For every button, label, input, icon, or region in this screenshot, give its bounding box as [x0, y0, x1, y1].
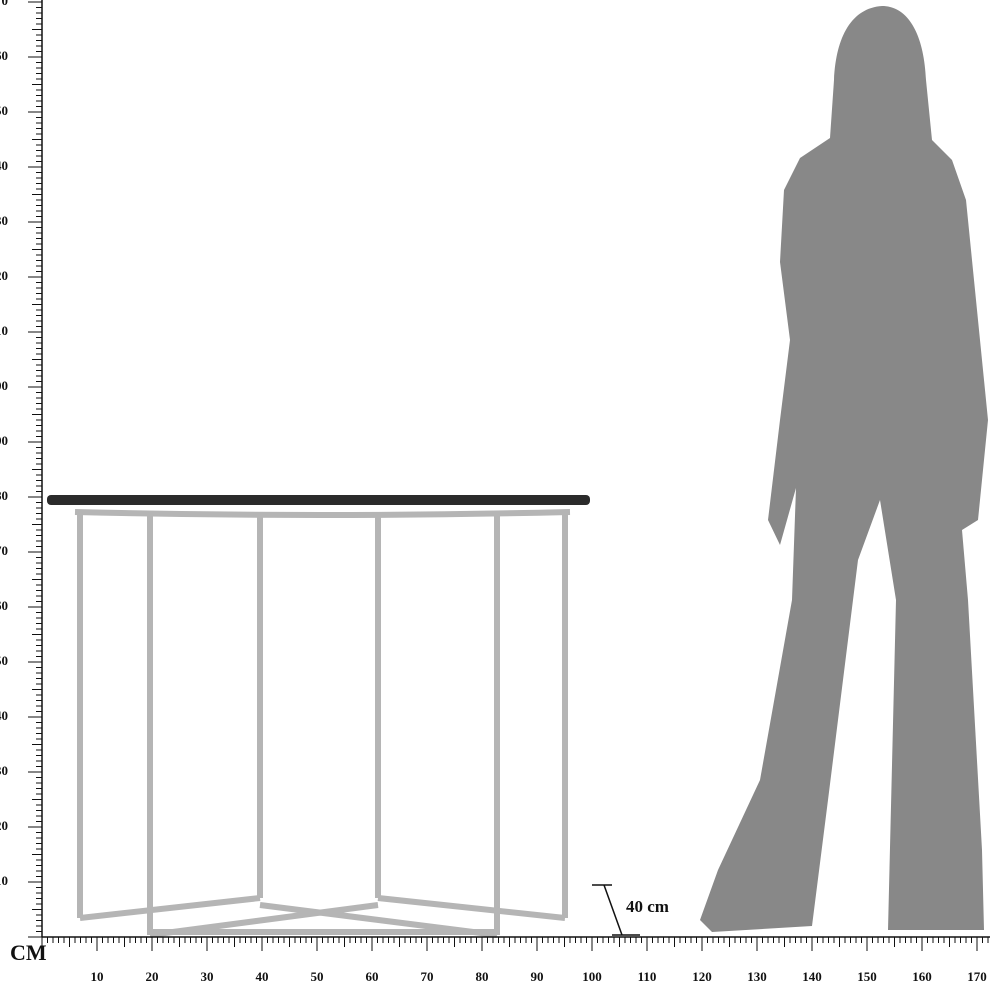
- x-ruler-label: 130: [747, 969, 767, 984]
- y-ruler-label: 80: [0, 488, 8, 503]
- x-ruler-label: 100: [582, 969, 602, 984]
- annotation: 40 cm: [626, 897, 669, 916]
- x-ruler-label: 150: [857, 969, 877, 984]
- y-ruler-label: 110: [0, 323, 8, 338]
- y-ruler-label: 170: [0, 0, 8, 8]
- x-ruler-label: 90: [531, 969, 544, 984]
- x-ruler-label: 20: [146, 969, 159, 984]
- x-ruler-label: 70: [421, 969, 434, 984]
- table-top: [47, 495, 590, 505]
- y-ruler-label: 70: [0, 543, 8, 558]
- x-ruler-label: 120: [692, 969, 712, 984]
- x-ruler-label: 50: [311, 969, 324, 984]
- x-ruler-label: 110: [638, 969, 657, 984]
- y-ruler-label: 30: [0, 763, 8, 778]
- y-ruler-label: 50: [0, 653, 8, 668]
- x-ruler-label: 170: [967, 969, 987, 984]
- y-ruler-label: 90: [0, 433, 8, 448]
- human-silhouette: [700, 6, 988, 932]
- x-ruler-label: 10: [91, 969, 104, 984]
- y-ruler-label: 40: [0, 708, 8, 723]
- y-ruler-label: 10: [0, 873, 8, 888]
- y-ruler-label: 120: [0, 268, 8, 283]
- y-ruler-label: 60: [0, 598, 8, 613]
- x-ruler-label: 60: [366, 969, 379, 984]
- y-ruler-label: 100: [0, 378, 8, 393]
- height-marker: [592, 884, 640, 936]
- y-ruler-label: 150: [0, 103, 8, 118]
- x-ruler-label: 30: [201, 969, 214, 984]
- table: [74, 509, 571, 938]
- unit-label: CM: [10, 940, 47, 965]
- x-ruler-label: 80: [476, 969, 489, 984]
- y-ruler-label: 130: [0, 213, 8, 228]
- x-ruler-label: 40: [256, 969, 269, 984]
- x-ruler-label: 160: [912, 969, 932, 984]
- y-ruler-label: 160: [0, 48, 8, 63]
- y-ruler-label: 20: [0, 818, 8, 833]
- x-ruler-label: 140: [802, 969, 822, 984]
- y-ruler-label: 140: [0, 158, 8, 173]
